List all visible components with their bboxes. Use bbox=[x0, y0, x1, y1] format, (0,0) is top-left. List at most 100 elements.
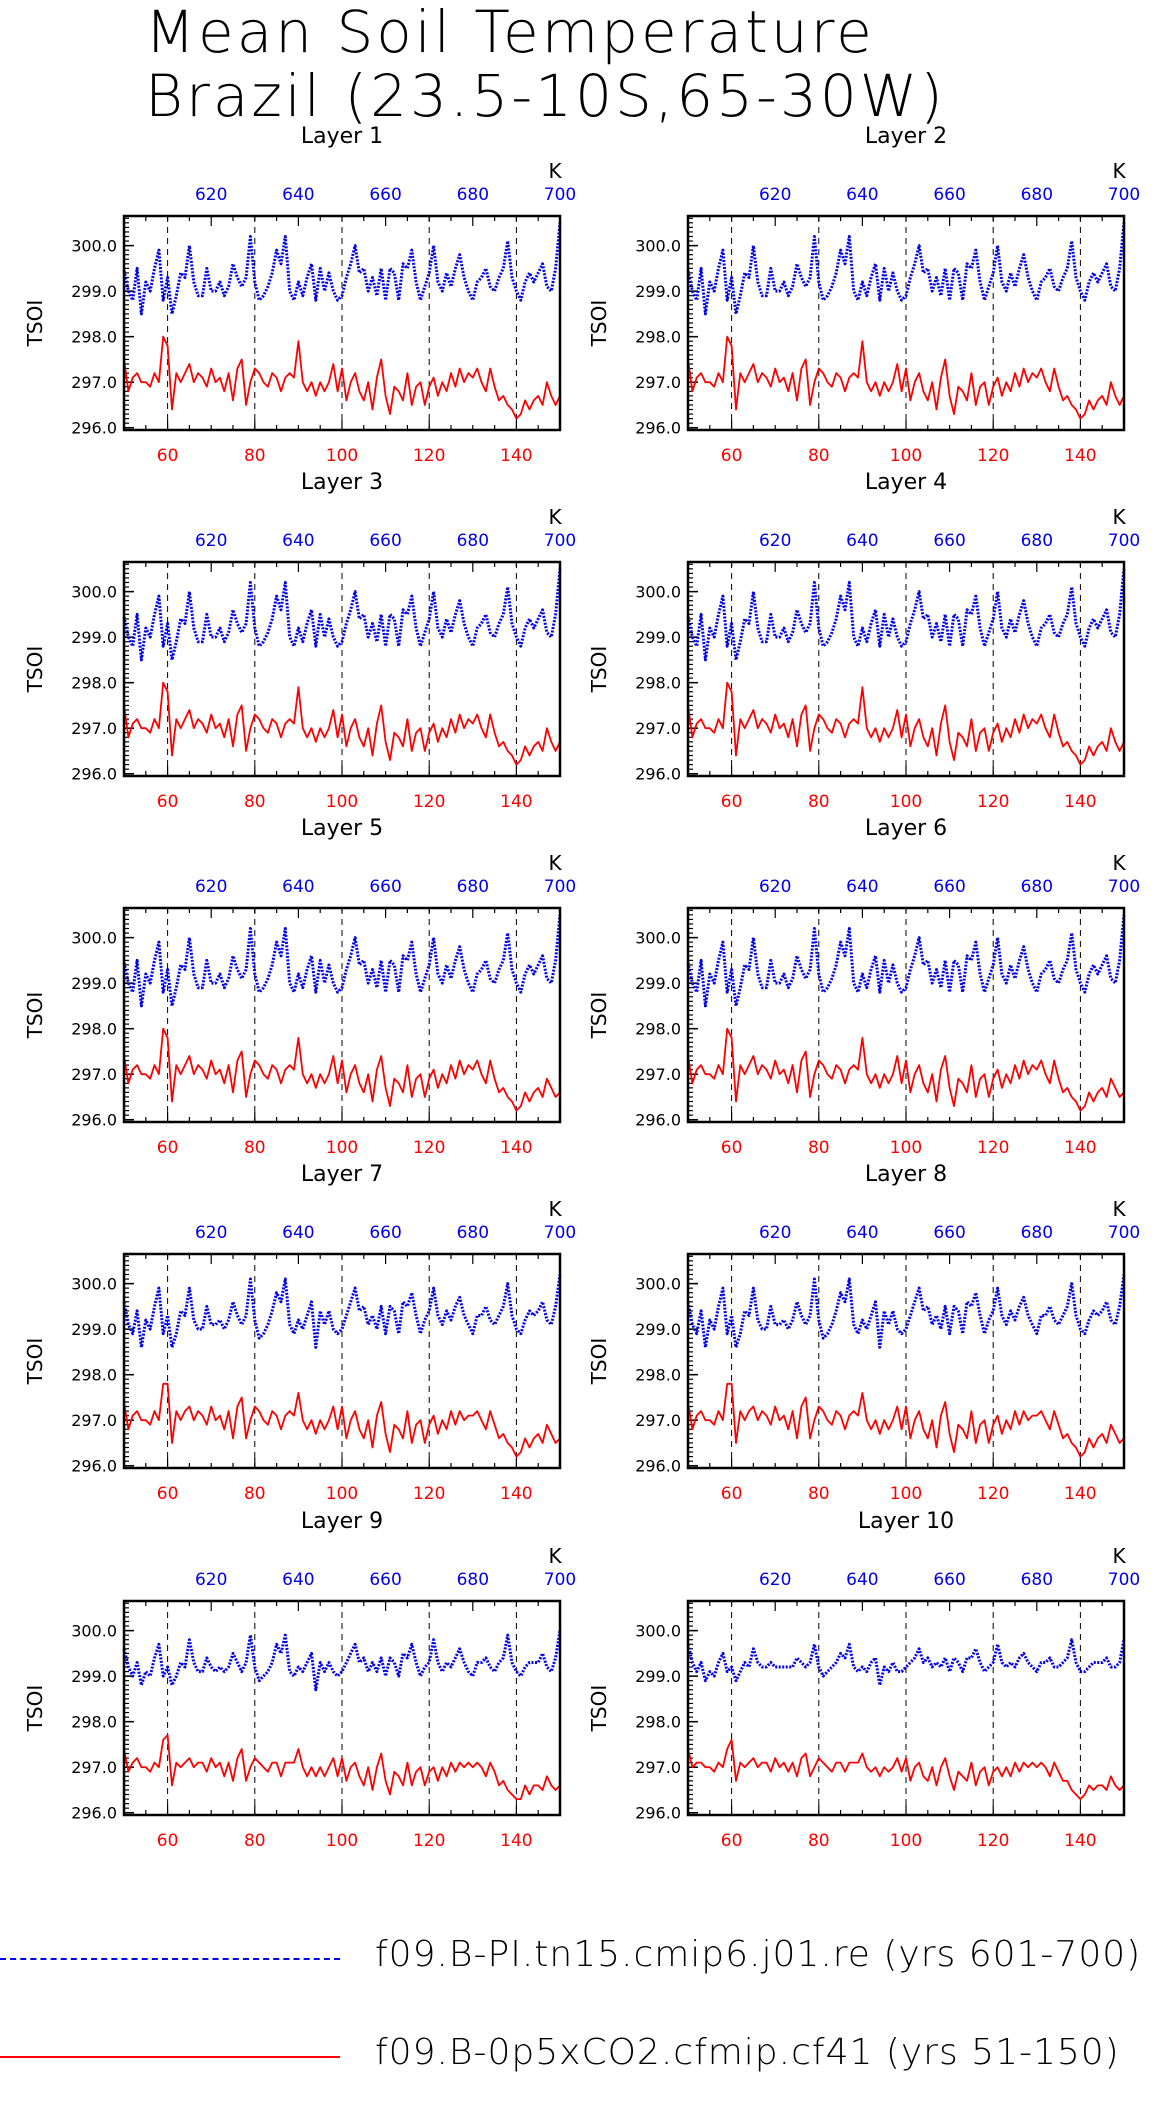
y-tick-label: 298.0 bbox=[635, 1020, 681, 1039]
x-tick-label-bottom: 100 bbox=[326, 1484, 358, 1504]
legend-label-red: f09.B-0p5xCO2.cfmip.cf41 (yrs 51-150) bbox=[375, 2032, 1120, 2073]
panel-title: Layer 6 bbox=[865, 816, 947, 841]
panel-2: Layer 2 296.0 297.0 298.0 299.0 300.0 TSOI 60 80… bbox=[587, 124, 1140, 466]
x-tick-label-top: 620 bbox=[195, 1570, 227, 1590]
x-tick-label-top: 620 bbox=[195, 531, 227, 551]
top-axis-unit: K bbox=[1112, 851, 1126, 875]
x-tick-label-top: 640 bbox=[846, 1570, 878, 1590]
top-axis-unit: K bbox=[548, 1544, 562, 1568]
x-tick-label-top: 680 bbox=[457, 185, 489, 205]
x-tick-label-top: 660 bbox=[369, 531, 401, 551]
y-tick-label: 300.0 bbox=[71, 929, 117, 948]
y-tick-label: 296.0 bbox=[71, 1111, 117, 1130]
y-tick-label: 300.0 bbox=[71, 1622, 117, 1641]
y-tick-label: 296.0 bbox=[71, 1804, 117, 1823]
x-tick-label-bottom: 80 bbox=[244, 1831, 266, 1851]
x-tick-label-top: 640 bbox=[846, 1223, 878, 1243]
x-tick-label-top: 680 bbox=[457, 1570, 489, 1590]
x-tick-label-bottom: 100 bbox=[326, 446, 358, 466]
y-tick-label: 297.0 bbox=[635, 1065, 681, 1084]
x-tick-label-top: 680 bbox=[457, 531, 489, 551]
x-tick-label-bottom: 140 bbox=[1064, 1138, 1096, 1158]
plot-frame bbox=[122, 1252, 562, 1470]
y-tick-label: 296.0 bbox=[635, 419, 681, 438]
x-tick-label-bottom: 60 bbox=[157, 1831, 179, 1851]
series-red-line bbox=[687, 1382, 1125, 1458]
x-tick-label-bottom: 60 bbox=[157, 1138, 179, 1158]
y-tick-label: 297.0 bbox=[71, 719, 117, 738]
x-tick-label-bottom: 100 bbox=[890, 446, 922, 466]
plot-frame bbox=[122, 214, 562, 432]
x-tick-label-top: 620 bbox=[759, 877, 791, 897]
x-tick-label-top: 680 bbox=[1021, 1223, 1053, 1243]
y-axis-label: TSOI bbox=[23, 646, 47, 694]
y-tick-label: 299.0 bbox=[635, 282, 681, 301]
y-tick-label: 297.0 bbox=[71, 1758, 117, 1777]
x-tick-label-bottom: 140 bbox=[1064, 792, 1096, 812]
x-tick-label-bottom: 120 bbox=[413, 446, 445, 466]
x-tick-label-bottom: 120 bbox=[413, 1831, 445, 1851]
top-axis-unit: K bbox=[1112, 159, 1126, 183]
x-tick-label-top: 640 bbox=[282, 1570, 314, 1590]
series-red-line bbox=[687, 1739, 1125, 1800]
plot-frame bbox=[122, 560, 562, 778]
series-red-line bbox=[687, 681, 1125, 766]
x-tick-label-top: 620 bbox=[759, 185, 791, 205]
top-axis-unit: K bbox=[1112, 505, 1126, 529]
x-tick-label-top: 640 bbox=[282, 185, 314, 205]
panel-4: Layer 4 296.0 297.0 298.0 299.0 300.0 TSOI 60 80… bbox=[587, 470, 1140, 812]
y-axis-label: TSOI bbox=[23, 1685, 47, 1733]
series-blue-line bbox=[686, 914, 1126, 1008]
series-blue-line bbox=[686, 568, 1126, 662]
x-tick-label-top: 660 bbox=[369, 877, 401, 897]
series-blue-line bbox=[122, 1274, 562, 1349]
panel-title: Layer 2 bbox=[865, 124, 947, 149]
legend-item-blue: f09.B-PI.tn15.cmip6.j01.re (yrs 601-700) bbox=[0, 1930, 1155, 1990]
y-tick-label: 300.0 bbox=[635, 929, 681, 948]
plot-frame bbox=[686, 560, 1126, 778]
x-tick-label-bottom: 80 bbox=[244, 792, 266, 812]
x-tick-label-bottom: 100 bbox=[890, 1831, 922, 1851]
y-tick-label: 299.0 bbox=[635, 1667, 681, 1686]
x-tick-label-top: 660 bbox=[369, 185, 401, 205]
plot-frame bbox=[122, 1599, 562, 1817]
x-tick-label-bottom: 100 bbox=[326, 792, 358, 812]
x-tick-label-bottom: 100 bbox=[890, 1138, 922, 1158]
x-tick-label-top: 680 bbox=[457, 1223, 489, 1243]
y-tick-label: 298.0 bbox=[71, 674, 117, 693]
x-tick-label-top: 640 bbox=[846, 877, 878, 897]
series-red-line bbox=[687, 1027, 1125, 1112]
x-tick-label-top: 680 bbox=[1021, 1570, 1053, 1590]
y-axis-label: TSOI bbox=[587, 646, 611, 694]
x-tick-label-top: 640 bbox=[846, 185, 878, 205]
y-tick-label: 299.0 bbox=[635, 974, 681, 993]
x-tick-label-top: 700 bbox=[544, 531, 576, 551]
x-tick-label-bottom: 100 bbox=[890, 1484, 922, 1504]
panel-3: Layer 3 296.0 297.0 298.0 299.0 300.0 TSOI 60 80… bbox=[23, 470, 576, 812]
y-tick-label: 300.0 bbox=[635, 1275, 681, 1294]
panel-6: Layer 6 296.0 297.0 298.0 299.0 300.0 TSOI 60 80… bbox=[587, 816, 1140, 1158]
x-tick-label-bottom: 100 bbox=[326, 1138, 358, 1158]
panel-title: Layer 5 bbox=[301, 816, 383, 841]
x-tick-label-bottom: 60 bbox=[157, 1484, 179, 1504]
y-tick-label: 296.0 bbox=[635, 1457, 681, 1476]
x-tick-label-bottom: 140 bbox=[500, 1831, 532, 1851]
x-tick-label-top: 640 bbox=[282, 531, 314, 551]
panel-title: Layer 3 bbox=[301, 470, 383, 495]
y-tick-label: 297.0 bbox=[71, 1065, 117, 1084]
legend-label-blue: f09.B-PI.tn15.cmip6.j01.re (yrs 601-700) bbox=[375, 1934, 1142, 1975]
y-axis-label: TSOI bbox=[587, 992, 611, 1040]
x-tick-label-bottom: 140 bbox=[1064, 1484, 1096, 1504]
x-tick-label-top: 680 bbox=[1021, 185, 1053, 205]
x-tick-label-bottom: 60 bbox=[721, 1138, 743, 1158]
series-blue-line bbox=[686, 1274, 1126, 1349]
y-tick-label: 298.0 bbox=[635, 328, 681, 347]
x-tick-label-top: 680 bbox=[457, 877, 489, 897]
x-tick-label-bottom: 80 bbox=[808, 792, 830, 812]
x-tick-label-bottom: 120 bbox=[413, 1484, 445, 1504]
plot-frame bbox=[686, 1252, 1126, 1470]
title-line-2: Brazil (23.5-10S,65-30W) bbox=[145, 62, 946, 130]
y-tick-label: 298.0 bbox=[71, 1713, 117, 1732]
x-tick-label-top: 660 bbox=[369, 1223, 401, 1243]
y-tick-label: 300.0 bbox=[71, 237, 117, 256]
